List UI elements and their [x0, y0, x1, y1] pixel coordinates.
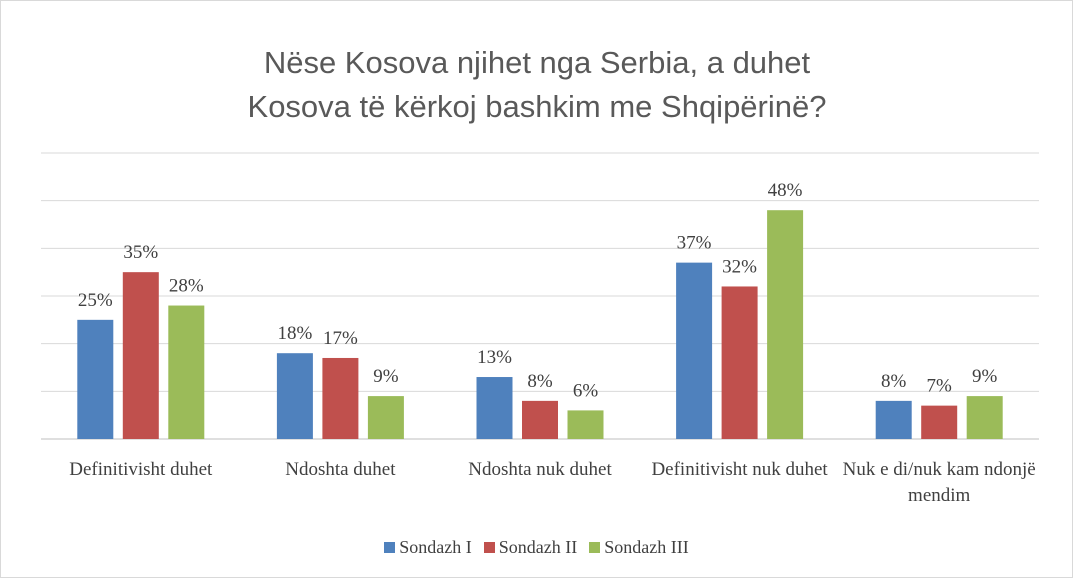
data-label: 8%: [881, 371, 907, 392]
bar: [875, 400, 912, 439]
bar: [276, 353, 313, 439]
legend-item: Sondazh III: [589, 537, 689, 558]
legend-label: Sondazh I: [399, 537, 472, 557]
bar: [767, 210, 804, 439]
bar: [676, 262, 713, 439]
data-label: 32%: [722, 256, 757, 277]
data-label: 28%: [169, 276, 204, 297]
bar: [77, 319, 114, 439]
x-tick-label: Definitivisht nuk duhet: [651, 459, 828, 480]
data-label: 18%: [277, 323, 312, 344]
data-label: 9%: [373, 366, 399, 387]
x-tick-label: Nuk e di/nuk kam ndonjë mendim: [842, 459, 1036, 506]
legend-label: Sondazh III: [604, 537, 689, 557]
legend: Sondazh I Sondazh II Sondazh III: [1, 537, 1072, 558]
bar: [367, 396, 404, 439]
x-tick-label: Ndoshta nuk duhet: [468, 459, 612, 480]
legend-label: Sondazh II: [498, 537, 578, 557]
data-label: 8%: [527, 371, 553, 392]
data-label: 35%: [123, 242, 158, 263]
bar: [168, 305, 205, 439]
bar: [476, 377, 513, 439]
data-label: 37%: [677, 233, 712, 254]
data-label: 25%: [78, 290, 113, 311]
data-label: 48%: [768, 180, 803, 201]
data-label: 9%: [972, 366, 998, 387]
data-label: 17%: [323, 328, 358, 349]
legend-item: Sondazh II: [483, 537, 578, 558]
bar: [322, 357, 359, 439]
legend-swatch: [483, 542, 495, 553]
x-tick-label: Definitivisht duhet: [69, 459, 213, 480]
chart-title: Nëse Kosova njihet nga Serbia, a duhet K…: [247, 45, 827, 124]
bar: [966, 396, 1003, 439]
legend-swatch: [589, 542, 601, 553]
legend-item: Sondazh I: [384, 537, 472, 558]
bar: [721, 286, 758, 439]
legend-swatch: [384, 542, 396, 553]
data-label: 13%: [477, 347, 512, 368]
data-label: 6%: [573, 380, 599, 401]
data-label: 7%: [927, 376, 953, 397]
bar: [522, 400, 558, 439]
x-tick-label: Ndoshta duhet: [285, 459, 396, 480]
bar: [921, 405, 958, 439]
bar: [567, 410, 604, 439]
bar: [122, 272, 159, 439]
